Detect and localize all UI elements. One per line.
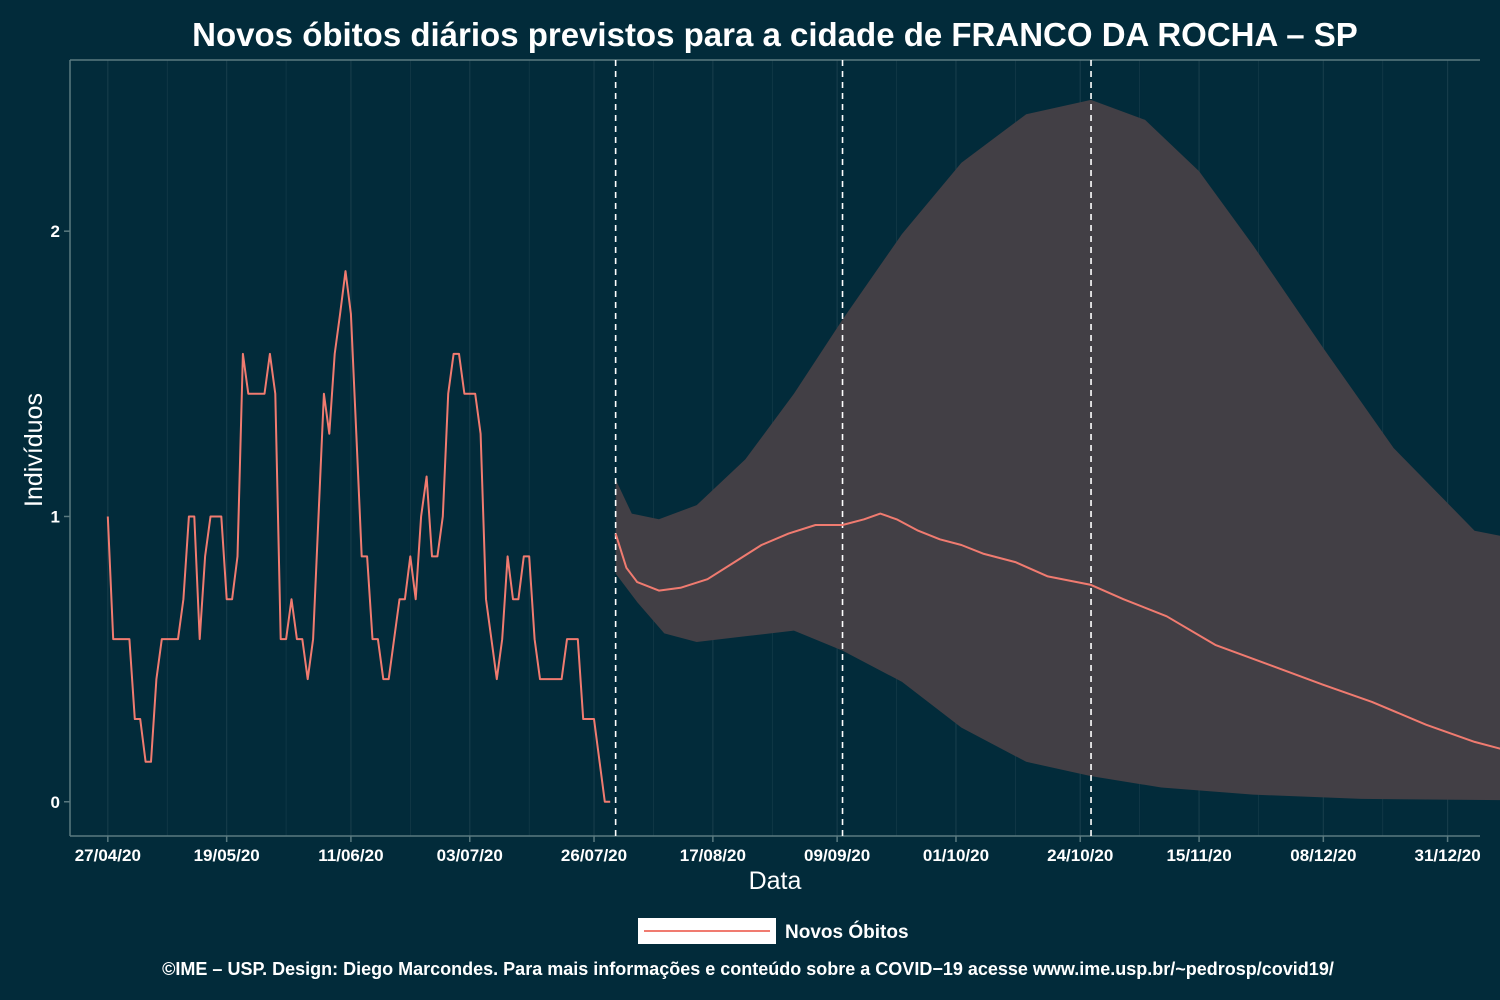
x-tick-label: 01/10/20 — [923, 846, 989, 865]
x-tick-label: 19/05/20 — [194, 846, 260, 865]
y-tick-label: 1 — [51, 507, 60, 526]
x-tick-label: 08/12/20 — [1290, 846, 1356, 865]
x-tick-label: 09/09/20 — [804, 846, 870, 865]
x-tick-label: 03/07/20 — [437, 846, 503, 865]
x-tick-label: 15/11/20 — [1166, 846, 1231, 865]
x-tick-label: 17/08/20 — [680, 846, 746, 865]
observed-deaths-line — [106, 270, 611, 803]
x-axis-title: Data — [749, 867, 802, 895]
legend: Novos Óbitos — [638, 918, 909, 944]
predicted-deaths-line — [614, 512, 1500, 750]
x-tick-label: 11/06/20 — [318, 846, 383, 865]
chart-title: Novos óbitos diários previstos para a ci… — [192, 16, 1358, 53]
x-tick-label: 26/07/20 — [561, 846, 627, 865]
y-axis-title: Indivíduos — [20, 393, 48, 507]
plot-area: 0 1 2 27/04/20 19/05/20 11/06/20 03/07/20 26/07… — [51, 59, 1500, 865]
legend-label: Novos Óbitos — [785, 921, 909, 943]
y-tick-label: 0 — [51, 793, 60, 812]
x-tick-label: 24/10/20 — [1047, 846, 1113, 865]
footer-credits: ©IME – USP. Design: Diego Marcondes. Par… — [162, 959, 1334, 979]
x-tick-label: 31/12/20 — [1414, 846, 1480, 865]
prediction-interval-band — [615, 99, 1500, 801]
x-tick-label: 27/04/20 — [75, 846, 141, 865]
y-tick-label: 2 — [51, 222, 60, 241]
